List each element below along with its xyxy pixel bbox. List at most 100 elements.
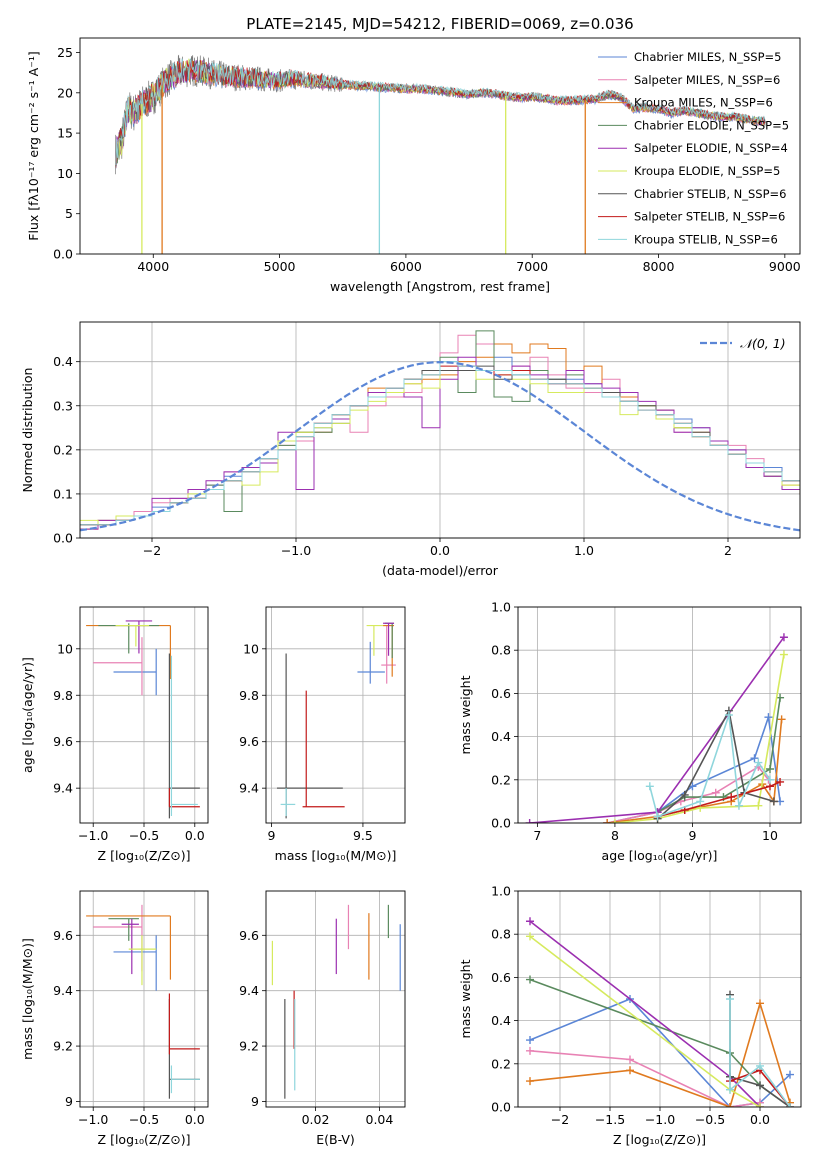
x-tick-label: −0.5: [129, 1112, 159, 1127]
x-tick-label: −0.5: [695, 1112, 725, 1127]
y-axis-label: Flux [fλ10⁻¹⁷ erg cm⁻² s⁻¹ A⁻¹]: [26, 51, 41, 240]
weight-marker: [765, 775, 774, 784]
weight-marker: [734, 801, 743, 810]
legend-entry: Chabrier MILES, N_SSP=5: [634, 50, 781, 64]
y-tick-label: 1.0: [491, 884, 511, 899]
weight-marker: [526, 1077, 534, 1086]
y-tick-label: 9.2: [239, 1039, 259, 1054]
weight-marker: [786, 1103, 794, 1107]
weight-marker: [750, 754, 759, 763]
histogram-series: [80, 356, 800, 538]
legend-entry: Chabrier STELIB, N_SSP=6: [634, 187, 786, 201]
x-tick-label: 10: [762, 828, 778, 843]
weight-marker: [779, 633, 788, 642]
x-tick-label: 2: [724, 543, 732, 558]
legend-entry: Kroupa STELIB, N_SSP=6: [634, 232, 778, 246]
chart-title: PLATE=2145, MJD=54212, FIBERID=0069, z=0…: [246, 15, 633, 33]
x-axis-label: Z [log₁₀(Z/Z⊙)]: [98, 1132, 191, 1147]
y-tick-label: 0.6: [491, 686, 511, 701]
x-tick-label: 9.5: [353, 828, 373, 843]
weight-marker: [756, 1103, 764, 1107]
x-tick-label: 0.0: [185, 828, 205, 843]
histogram-series: [80, 356, 800, 538]
legend-entry: Kroupa ELODIE, N_SSP=5: [634, 164, 780, 178]
y-tick-label: 9.4: [53, 781, 73, 796]
weight-marker: [645, 782, 654, 791]
y-axis-label: mass [log₁₀(M/M⊙)]: [20, 938, 35, 1060]
axes-frame: [79, 37, 801, 255]
x-tick-label: −1.0: [78, 1112, 108, 1127]
weight-marker: [776, 777, 785, 786]
y-tick-label: 15: [57, 126, 73, 141]
y-axis-label: Normed distribution: [20, 368, 35, 493]
y-axis-label: age [log₁₀(age/yr)]: [20, 657, 35, 773]
legend-entry: Chabrier ELODIE, N_SSP=5: [634, 118, 789, 132]
x-tick-label: 0.02: [302, 1112, 330, 1127]
weight-marker: [756, 1081, 764, 1090]
plot-area: [80, 330, 800, 538]
x-tick-label: 0.0: [185, 1112, 205, 1127]
x-tick-label: 0.0: [750, 1112, 770, 1127]
weight-series-line: [657, 708, 775, 820]
y-tick-label: 1.0: [491, 600, 511, 615]
legend-entry: Salpeter ELODIE, N_SSP=4: [634, 141, 788, 155]
x-axis-label: mass [log₁₀(M/M⊙)]: [275, 848, 397, 863]
weight-marker: [777, 715, 786, 724]
weight-series-line: [657, 697, 781, 813]
chart-mass-vs-Z: −1.0 −0.5 0.0 9 9.2 9.4 9.6 Z [log₁₀(Z/Z⊙)] mass…: [20, 890, 209, 1147]
x-tick-label: 7: [533, 828, 541, 843]
weight-marker: [726, 1103, 734, 1107]
weight-marker: [603, 819, 612, 823]
plot-area: [115, 54, 766, 254]
chart-age-vs-Z: −1.0 −0.5 0.0 9.4 9.6 9.8 10 Z [log₁₀(Z/Z⊙)] age…: [20, 606, 209, 863]
histogram-series: [80, 365, 800, 538]
normal-curve: [80, 360, 800, 532]
y-tick-label: 9.6: [239, 734, 259, 749]
x-axis-label: E(B-V): [316, 1132, 355, 1147]
x-tick-label: −1.0: [281, 543, 311, 558]
weight-marker: [626, 1066, 634, 1075]
y-tick-label: 9.4: [53, 983, 73, 998]
weight-marker: [526, 917, 534, 926]
histogram-series: [80, 365, 800, 538]
x-tick-label: −2: [143, 543, 161, 558]
histogram-series: [80, 343, 800, 538]
weight-series-line: [529, 1000, 791, 1107]
chart-spectrum: 4000 5000 6000 7000 8000 9000 0.0 5 10 15 20 25 wave…: [26, 15, 801, 294]
y-tick-label: 9.2: [53, 1039, 73, 1054]
y-tick-label: 0.1: [53, 486, 73, 501]
x-axis-label: (data-model)/error: [382, 563, 499, 578]
y-tick-label: 0.4: [491, 729, 511, 744]
y-tick-label: 0.0: [53, 531, 73, 546]
x-tick-label: 8000: [643, 259, 675, 274]
y-tick-label: 0.2: [53, 442, 73, 457]
weight-marker: [711, 788, 720, 797]
axes-frame: [265, 606, 406, 824]
weight-marker: [754, 758, 763, 767]
spectrum-model-line: [115, 58, 766, 166]
y-tick-label: 0.4: [53, 354, 73, 369]
weight-marker: [726, 995, 734, 1003]
y-tick-label: 9.4: [239, 781, 259, 796]
chart-residuals: −2 −1.0 0.0 1.0 2 0.0 0.1 0.2 0.3 0.4 (data-model)…: [20, 321, 801, 578]
y-tick-label: 10: [57, 166, 73, 181]
weight-marker: [764, 713, 773, 722]
weight-marker: [526, 1046, 534, 1055]
y-tick-label: 0.0: [491, 816, 511, 831]
weight-series-line: [529, 636, 785, 823]
x-tick-label: −2: [551, 1112, 569, 1127]
y-tick-label: 0.0: [53, 247, 73, 262]
x-tick-label: 5000: [264, 259, 296, 274]
y-axis-label: mass weight: [458, 675, 473, 754]
y-axis-label: mass weight: [458, 959, 473, 1038]
y-tick-label: 0.0: [491, 1100, 511, 1115]
y-tick-label: 9: [251, 1094, 259, 1109]
weight-marker: [765, 765, 774, 773]
weight-marker: [756, 1061, 764, 1070]
weight-marker: [526, 975, 534, 984]
y-tick-label: 9: [65, 1094, 73, 1109]
weight-marker: [779, 650, 788, 659]
chart-weight-vs-Z: −2 −1.5 −1.0 −0.5 0.0 0.0 0.2 0.4 0.6 0.8 1.0 Z [lo…: [458, 884, 802, 1147]
plot-area: [525, 633, 788, 823]
